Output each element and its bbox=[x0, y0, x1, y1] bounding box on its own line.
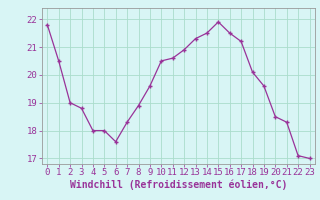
X-axis label: Windchill (Refroidissement éolien,°C): Windchill (Refroidissement éolien,°C) bbox=[70, 180, 287, 190]
